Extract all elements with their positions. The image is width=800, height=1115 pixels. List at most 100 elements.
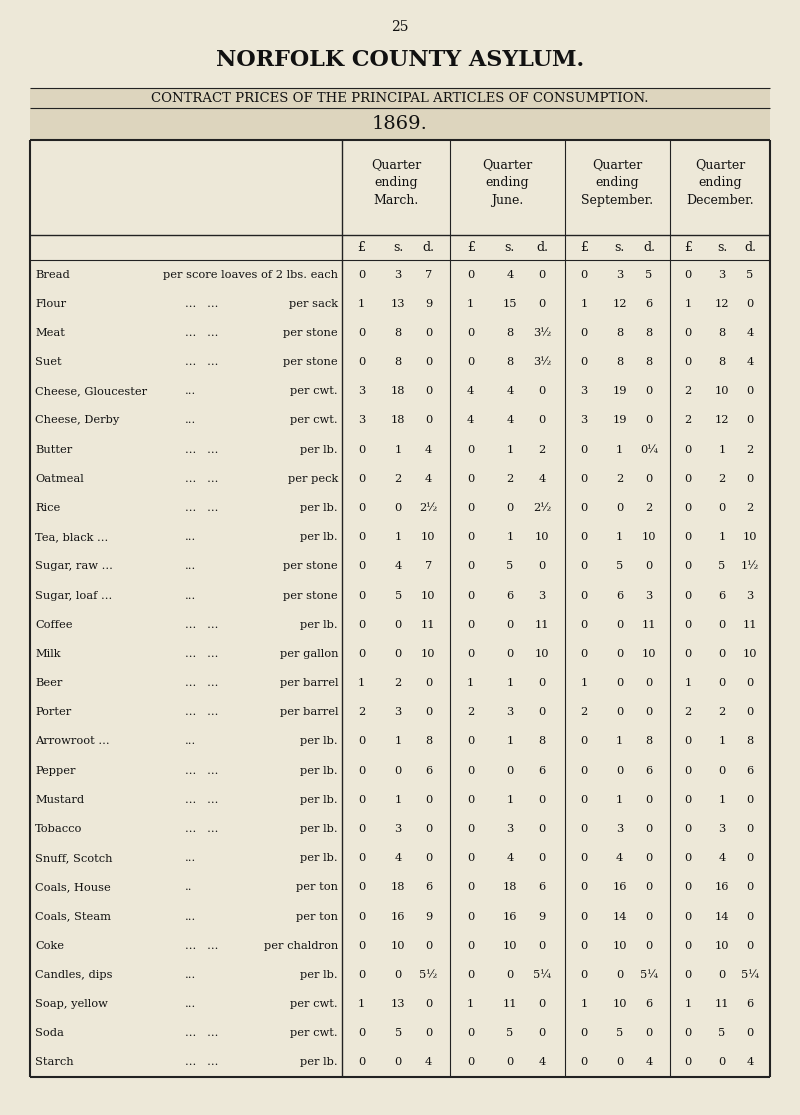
Text: 14: 14 bbox=[612, 912, 627, 921]
Text: 1½: 1½ bbox=[741, 561, 759, 571]
Text: 4: 4 bbox=[425, 474, 432, 484]
Text: 0: 0 bbox=[467, 1057, 474, 1067]
Text: 1: 1 bbox=[506, 532, 514, 542]
Text: 8: 8 bbox=[616, 357, 623, 367]
Text: 0: 0 bbox=[684, 853, 692, 863]
Text: 0: 0 bbox=[580, 357, 587, 367]
Text: 0: 0 bbox=[467, 649, 474, 659]
Text: Suet: Suet bbox=[35, 357, 62, 367]
Text: 0: 0 bbox=[718, 766, 726, 776]
Text: 1: 1 bbox=[616, 445, 623, 455]
Text: 0: 0 bbox=[746, 416, 754, 426]
Text: 0: 0 bbox=[358, 970, 365, 980]
Text: 10: 10 bbox=[502, 941, 517, 951]
Text: ...   ...: ... ... bbox=[185, 1057, 218, 1067]
Text: Mustard: Mustard bbox=[35, 795, 84, 805]
Text: 1: 1 bbox=[616, 532, 623, 542]
Text: 0: 0 bbox=[580, 824, 587, 834]
Text: 0: 0 bbox=[580, 1057, 587, 1067]
Text: 1: 1 bbox=[394, 445, 402, 455]
Text: 0: 0 bbox=[358, 357, 365, 367]
Text: 0: 0 bbox=[358, 445, 365, 455]
Text: 0: 0 bbox=[358, 912, 365, 921]
Text: Tea, black ...: Tea, black ... bbox=[35, 532, 108, 542]
Text: 1: 1 bbox=[358, 299, 365, 309]
Text: 0: 0 bbox=[506, 620, 514, 630]
Text: 0: 0 bbox=[467, 970, 474, 980]
Text: 6: 6 bbox=[646, 766, 653, 776]
Text: 0: 0 bbox=[684, 736, 692, 746]
Text: 0: 0 bbox=[394, 649, 402, 659]
Text: 4: 4 bbox=[746, 328, 754, 338]
Text: 6: 6 bbox=[646, 999, 653, 1009]
Text: per stone: per stone bbox=[283, 591, 338, 601]
Text: 1: 1 bbox=[506, 736, 514, 746]
Text: 0: 0 bbox=[718, 649, 726, 659]
Text: 3: 3 bbox=[394, 824, 402, 834]
Text: 12: 12 bbox=[714, 299, 730, 309]
Text: Sugar, raw ...: Sugar, raw ... bbox=[35, 561, 113, 571]
Text: 1: 1 bbox=[358, 999, 365, 1009]
Text: d.: d. bbox=[643, 241, 655, 254]
Text: 10: 10 bbox=[534, 649, 550, 659]
Text: 8: 8 bbox=[718, 328, 726, 338]
Text: 0: 0 bbox=[467, 591, 474, 601]
Text: 0: 0 bbox=[538, 299, 546, 309]
Text: 1: 1 bbox=[616, 795, 623, 805]
Text: 2: 2 bbox=[358, 707, 365, 717]
Text: 0: 0 bbox=[580, 445, 587, 455]
Text: 25: 25 bbox=[391, 20, 409, 33]
Text: 3: 3 bbox=[580, 386, 587, 396]
Text: 0: 0 bbox=[425, 824, 432, 834]
Text: 0: 0 bbox=[646, 795, 653, 805]
Text: per stone: per stone bbox=[283, 328, 338, 338]
Text: 10: 10 bbox=[642, 532, 656, 542]
Text: 0: 0 bbox=[646, 853, 653, 863]
Text: 0: 0 bbox=[580, 591, 587, 601]
Text: 1: 1 bbox=[394, 532, 402, 542]
Text: £: £ bbox=[684, 241, 692, 254]
Text: 0: 0 bbox=[580, 766, 587, 776]
Text: 1: 1 bbox=[684, 999, 692, 1009]
Text: 0: 0 bbox=[394, 620, 402, 630]
Text: 0: 0 bbox=[684, 766, 692, 776]
Text: 1: 1 bbox=[506, 445, 514, 455]
Text: 4: 4 bbox=[718, 853, 726, 863]
Text: 1: 1 bbox=[718, 795, 726, 805]
Text: d.: d. bbox=[422, 241, 434, 254]
Text: 0: 0 bbox=[358, 328, 365, 338]
Text: 6: 6 bbox=[538, 882, 546, 892]
Text: 0: 0 bbox=[580, 620, 587, 630]
Text: 0: 0 bbox=[358, 882, 365, 892]
Text: 12: 12 bbox=[714, 416, 730, 426]
Text: 0: 0 bbox=[467, 357, 474, 367]
Text: 0: 0 bbox=[646, 941, 653, 951]
Text: 4: 4 bbox=[394, 561, 402, 571]
Text: 1: 1 bbox=[506, 795, 514, 805]
Text: ...   ...: ... ... bbox=[185, 328, 218, 338]
Text: Coffee: Coffee bbox=[35, 620, 73, 630]
Text: 0: 0 bbox=[684, 328, 692, 338]
Text: 0: 0 bbox=[467, 766, 474, 776]
Text: 16: 16 bbox=[714, 882, 730, 892]
Text: 0: 0 bbox=[684, 532, 692, 542]
Text: 8: 8 bbox=[646, 328, 653, 338]
Text: Candles, dips: Candles, dips bbox=[35, 970, 113, 980]
Text: CONTRACT PRICES OF THE PRINCIPAL ARTICLES OF CONSUMPTION.: CONTRACT PRICES OF THE PRINCIPAL ARTICLE… bbox=[151, 91, 649, 105]
Text: ...: ... bbox=[185, 561, 196, 571]
Text: 11: 11 bbox=[714, 999, 730, 1009]
Text: 1: 1 bbox=[580, 999, 587, 1009]
Text: 0: 0 bbox=[684, 445, 692, 455]
Text: Quarter
ending
June.: Quarter ending June. bbox=[482, 158, 533, 207]
Text: 8: 8 bbox=[746, 736, 754, 746]
Text: 0: 0 bbox=[684, 1057, 692, 1067]
Text: 2: 2 bbox=[684, 416, 692, 426]
Text: 5: 5 bbox=[718, 1028, 726, 1038]
Text: 3: 3 bbox=[718, 270, 726, 280]
Text: Coals, House: Coals, House bbox=[35, 882, 110, 892]
Text: 0: 0 bbox=[467, 882, 474, 892]
Text: 10: 10 bbox=[421, 532, 436, 542]
Text: 16: 16 bbox=[502, 912, 517, 921]
Text: 3: 3 bbox=[718, 824, 726, 834]
Text: Beer: Beer bbox=[35, 678, 62, 688]
